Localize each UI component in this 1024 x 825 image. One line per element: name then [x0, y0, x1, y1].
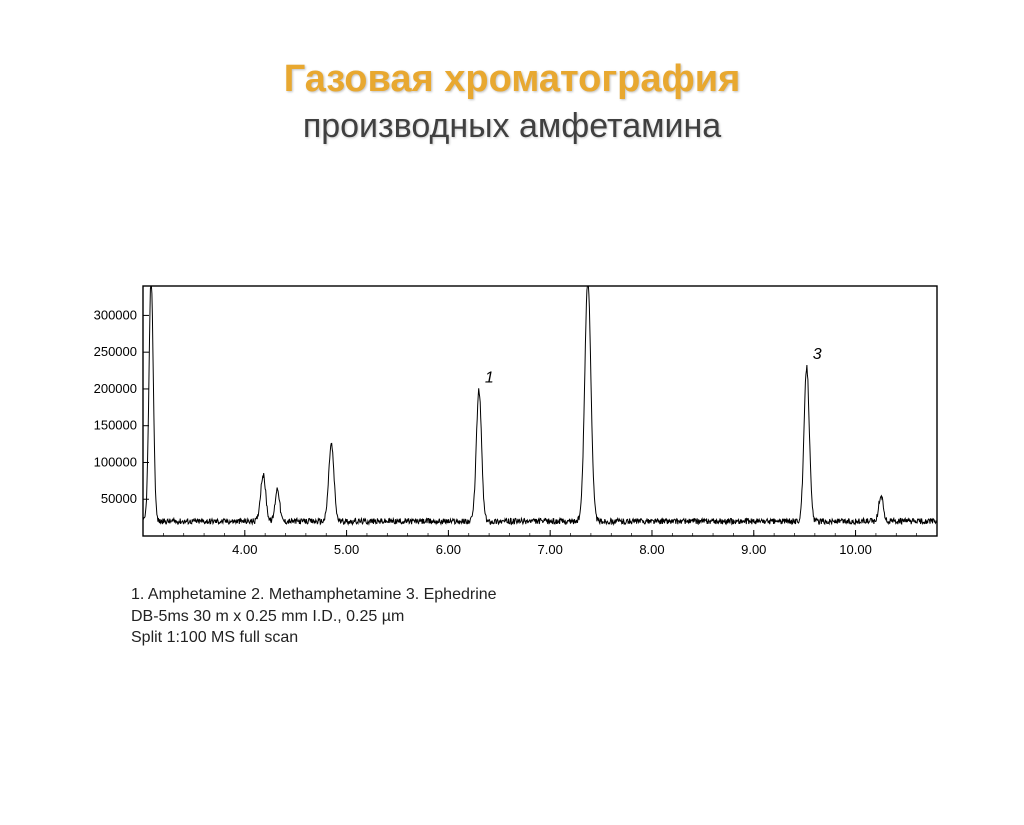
svg-text:2: 2	[593, 278, 603, 282]
svg-text:250000: 250000	[94, 344, 137, 359]
caption-column: DB-5ms 30 m x 0.25 mm I.D., 0.25 µm	[131, 606, 945, 628]
svg-text:100000: 100000	[94, 454, 137, 469]
svg-text:300000: 300000	[94, 307, 137, 322]
svg-text:9.00: 9.00	[741, 542, 766, 557]
svg-text:8.00: 8.00	[639, 542, 664, 557]
svg-text:150000: 150000	[94, 418, 137, 433]
svg-text:10.00: 10.00	[839, 542, 872, 557]
svg-text:5.00: 5.00	[334, 542, 359, 557]
svg-text:6.00: 6.00	[436, 542, 461, 557]
svg-text:4.00: 4.00	[232, 542, 257, 557]
slide: Газовая хроматография производных амфета…	[0, 58, 1024, 825]
svg-text:50000: 50000	[101, 491, 137, 506]
slide-subtitle: производных амфетамина	[0, 107, 1024, 146]
caption-conditions: Split 1:100 MS full scan	[131, 627, 945, 649]
svg-text:200000: 200000	[94, 381, 137, 396]
slide-title: Газовая хроматография	[0, 58, 1024, 101]
chromatogram-svg: 50000 100000 150000 200000 250000 300000 4.00 5…	[75, 278, 945, 568]
svg-text:7.00: 7.00	[538, 542, 563, 557]
svg-text:1: 1	[485, 369, 494, 386]
svg-text:3: 3	[813, 346, 822, 363]
caption-compounds: 1. Amphetamine 2. Methamphetamine 3. Eph…	[131, 584, 945, 606]
chromatogram-figure: 50000 100000 150000 200000 250000 300000 4.00 5…	[75, 278, 945, 649]
figure-caption: 1. Amphetamine 2. Methamphetamine 3. Eph…	[131, 584, 945, 649]
